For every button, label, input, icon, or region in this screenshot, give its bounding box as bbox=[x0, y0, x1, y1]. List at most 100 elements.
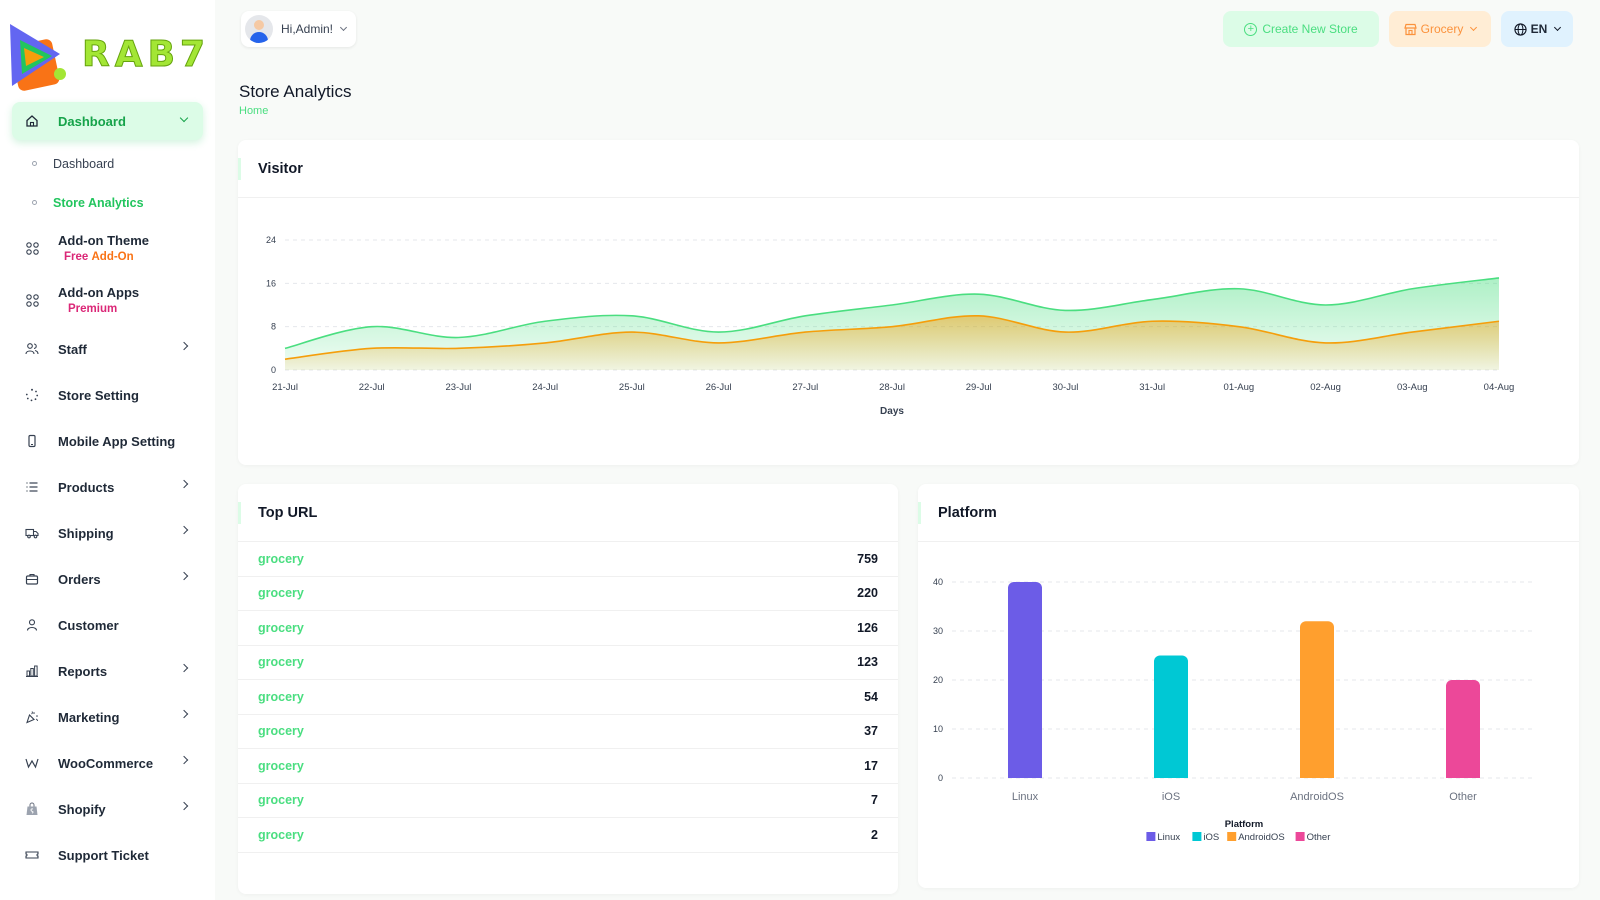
woo-icon bbox=[24, 755, 40, 771]
bullet-icon bbox=[32, 161, 37, 166]
sidebar-item-dashboard[interactable]: Dashboard bbox=[12, 102, 203, 140]
platform-bar-base bbox=[1154, 772, 1188, 778]
legend-label[interactable]: iOS bbox=[1203, 832, 1219, 843]
x-tick-label: 28-Jul bbox=[879, 382, 905, 393]
sidebar-item-label: Marketing bbox=[58, 709, 120, 725]
plus-circle-icon: + bbox=[1244, 22, 1258, 36]
legend-label[interactable]: Other bbox=[1307, 832, 1331, 843]
breadcrumb[interactable]: Home bbox=[239, 105, 269, 117]
globe-icon bbox=[1514, 22, 1527, 36]
top-url-card: Top URL grocery 759 grocery 220 grocery 126 gr… bbox=[238, 484, 898, 894]
legend-swatch bbox=[1192, 832, 1202, 841]
store-select-dropdown[interactable]: Grocery bbox=[1389, 11, 1491, 47]
sidebar-item-products[interactable]: Products bbox=[0, 464, 215, 510]
bar-chart-icon bbox=[24, 663, 40, 679]
sidebar-item-label: Products bbox=[58, 479, 115, 495]
platform-bar-base bbox=[1008, 772, 1042, 778]
grid-icon bbox=[24, 240, 40, 256]
url-visit-count: 759 bbox=[857, 551, 878, 566]
y-tick-label: 0 bbox=[271, 365, 276, 375]
table-row: grocery 54 bbox=[238, 680, 898, 715]
x-tick-label: Linux bbox=[1012, 791, 1039, 803]
sidebar-item-addon-apps[interactable]: Add-on Apps Premium bbox=[0, 274, 215, 326]
sidebar-item-label: Add-on Theme bbox=[58, 233, 149, 248]
sidebar-item-label: Dashboard bbox=[58, 113, 126, 129]
user-menu-button[interactable]: Hi,Admin! bbox=[241, 11, 357, 47]
url-link[interactable]: grocery bbox=[258, 586, 304, 601]
language-select[interactable]: EN bbox=[1501, 11, 1573, 47]
x-tick-label: iOS bbox=[1162, 791, 1180, 803]
confetti-icon bbox=[24, 709, 40, 725]
table-row: grocery 7 bbox=[238, 784, 898, 818]
chevron-right-icon bbox=[179, 341, 189, 351]
url-visit-count: 7 bbox=[871, 793, 878, 808]
sidebar-item-reports[interactable]: Reports bbox=[0, 648, 215, 694]
sidebar-item-staff[interactable]: Staff bbox=[0, 326, 215, 372]
sidebar-item-label: Shopify bbox=[58, 801, 106, 817]
y-tick-label: 8 bbox=[271, 322, 276, 332]
sidebar-item-label: Orders bbox=[58, 571, 101, 587]
x-tick-label: 26-Jul bbox=[706, 382, 732, 393]
sidebar-item-label: Shipping bbox=[58, 525, 114, 541]
url-link[interactable]: grocery bbox=[258, 827, 304, 842]
platform-bar-androidos bbox=[1300, 621, 1334, 778]
brand-logo[interactable]: RAB7 bbox=[0, 14, 215, 94]
url-link[interactable]: grocery bbox=[258, 551, 304, 566]
chevron-down-icon bbox=[339, 23, 348, 32]
y-tick-label: 24 bbox=[266, 235, 276, 245]
briefcase-icon bbox=[24, 571, 40, 587]
legend-swatch bbox=[1146, 832, 1156, 841]
x-tick-label: 04-Aug bbox=[1484, 382, 1515, 393]
x-tick-label: 22-Jul bbox=[359, 382, 385, 393]
url-link[interactable]: grocery bbox=[258, 793, 304, 808]
top-url-list: grocery 759 grocery 220 grocery 126 grocery 123… bbox=[238, 542, 898, 853]
chevron-right-icon bbox=[179, 571, 189, 581]
url-link[interactable]: grocery bbox=[258, 620, 304, 635]
sidebar-item-orders[interactable]: Orders bbox=[0, 556, 215, 602]
chevron-right-icon bbox=[179, 663, 189, 673]
store-icon bbox=[1403, 23, 1417, 35]
x-tick-label: 25-Jul bbox=[619, 382, 645, 393]
home-icon bbox=[24, 113, 40, 129]
sidebar-subitem-dashboard[interactable]: Dashboard bbox=[0, 144, 215, 183]
url-link[interactable]: grocery bbox=[258, 758, 304, 773]
chevron-right-icon bbox=[179, 479, 189, 489]
platform-card-header: Platform bbox=[918, 484, 1579, 542]
url-link[interactable]: grocery bbox=[258, 689, 304, 704]
create-new-store-button[interactable]: + Create New Store bbox=[1223, 11, 1379, 47]
y-tick-label: 30 bbox=[933, 626, 943, 636]
table-row: grocery 220 bbox=[238, 577, 898, 611]
legend-label[interactable]: Linux bbox=[1157, 832, 1180, 843]
url-link[interactable]: grocery bbox=[258, 724, 304, 739]
sidebar-subitem-label: Store Analytics bbox=[53, 195, 144, 210]
table-row: grocery 37 bbox=[238, 715, 898, 749]
url-visit-count: 54 bbox=[864, 689, 878, 704]
sidebar-item-shopify[interactable]: Shopify bbox=[0, 786, 215, 832]
url-visit-count: 123 bbox=[857, 655, 878, 670]
y-tick-label: 16 bbox=[266, 278, 276, 288]
badge-part-free: Free bbox=[64, 251, 92, 263]
y-tick-label: 20 bbox=[933, 675, 943, 685]
sidebar-item-shipping[interactable]: Shipping bbox=[0, 510, 215, 556]
platform-bar-base bbox=[1300, 772, 1334, 778]
sidebar-item-woocommerce[interactable]: WooCommerce bbox=[0, 740, 215, 786]
sidebar-main-items: Staff Store Setting Mobile App Setting Prod… bbox=[0, 326, 215, 878]
x-tick-label: Other bbox=[1449, 791, 1477, 803]
chevron-right-icon bbox=[179, 755, 189, 765]
avatar bbox=[245, 15, 273, 43]
sidebar-subitem-store-analytics[interactable]: Store Analytics bbox=[0, 183, 215, 222]
sidebar-item-support-ticket[interactable]: Support Ticket bbox=[0, 832, 215, 878]
x-tick-label: 21-Jul bbox=[272, 382, 298, 393]
url-link[interactable]: grocery bbox=[258, 655, 304, 670]
chevron-down-icon bbox=[1470, 23, 1478, 32]
chevron-down-icon bbox=[179, 113, 189, 123]
sidebar-item-marketing[interactable]: Marketing bbox=[0, 694, 215, 740]
sidebar-item-addon-theme[interactable]: Add-on Theme Free Add-On bbox=[0, 222, 215, 274]
visitor-chart: 0 8 16 24 21-Jul 22-Jul 23-Jul 24-Jul 25-Jul 26-J… bbox=[266, 235, 1515, 417]
sidebar-item-customer[interactable]: Customer bbox=[0, 602, 215, 648]
sidebar-item-mobile-app-setting[interactable]: Mobile App Setting bbox=[0, 418, 215, 464]
platform-bar-linux bbox=[1008, 582, 1042, 778]
sidebar-item-store-setting[interactable]: Store Setting bbox=[0, 372, 215, 418]
legend-title: Platform bbox=[1225, 819, 1264, 830]
legend-label[interactable]: AndroidOS bbox=[1238, 832, 1284, 843]
